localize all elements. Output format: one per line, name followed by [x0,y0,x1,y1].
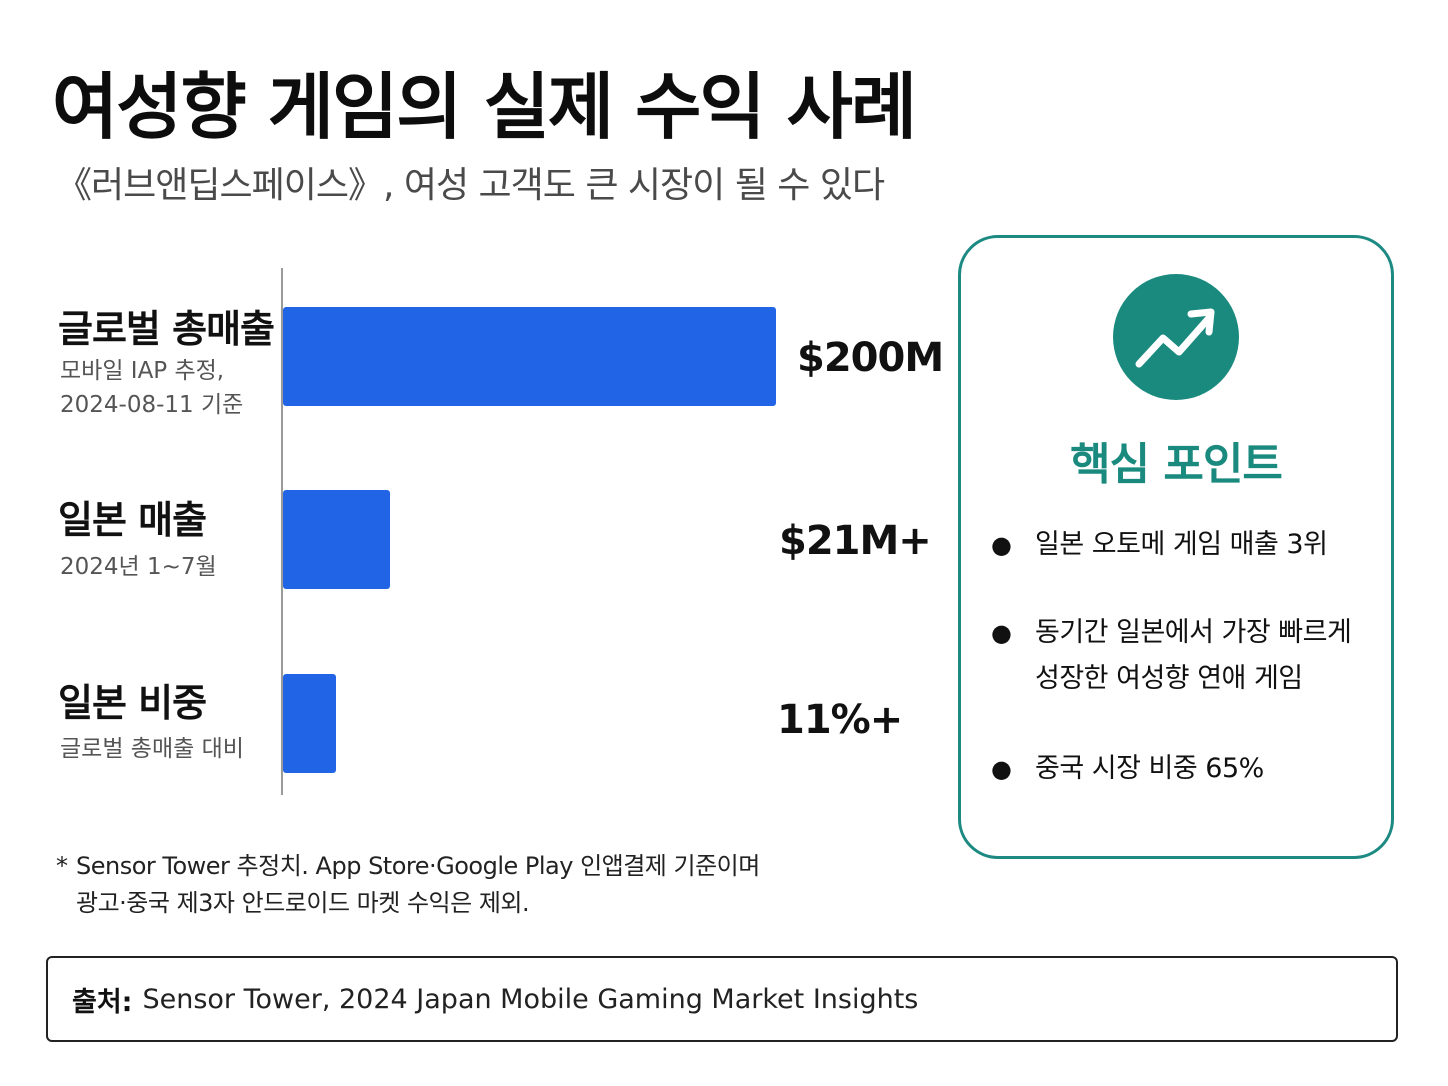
key-point-3: ● 중국 시장 비중 65% [991,746,1381,792]
bullet-icon: ● [991,755,1012,783]
page-subtitle: 《러브앤딥스페이스》, 여성 고객도 큰 시장이 될 수 있다 [56,165,885,206]
source-box: 출처: Sensor Tower, 2024 Japan Mobile Gami… [46,956,1398,1042]
category-label-global-revenue: 글로벌 총매출 [58,307,275,351]
value-label-japan-revenue: $21M+ [779,518,932,564]
key-point-2-text: 동기간 일본에서 가장 빠르게 성장한 여성향 연애 게임 [1035,617,1352,694]
key-point-2: ● 동기간 일본에서 가장 빠르게 성장한 여성향 연애 게임 [991,610,1381,702]
source-label: 출처: [72,986,133,1018]
category-label-japan-share: 일본 비중 [58,681,207,725]
category-label-japan-revenue: 일본 매출 [58,498,207,542]
key-points-card: 핵심 포인트 ● 일본 오토메 게임 매출 3위 ● 동기간 일본에서 가장 빠… [958,235,1394,859]
bullet-icon: ● [991,619,1012,647]
bar-japan-share [283,674,336,773]
bar-japan-revenue [283,490,390,589]
bar-global-revenue [283,307,776,406]
bullet-icon: ● [991,531,1012,559]
source-text: Sensor Tower, 2024 Japan Mobile Gaming M… [142,983,919,1015]
page-title: 여성향 게임의 실제 수익 사례 [52,65,917,149]
footnote-mark: * [56,852,68,880]
key-point-1: ● 일본 오토메 게임 매출 3위 [991,522,1381,568]
card-title: 핵심 포인트 [1070,439,1283,490]
value-label-japan-share: 11%+ [777,697,903,743]
category-note-global-revenue: 모바일 IAP 추정, 2024-08-11 기준 [60,358,244,418]
footnote-line-1: Sensor Tower 추정치. App Store·Google Play … [76,852,760,880]
category-note-japan-share: 글로벌 총매출 대비 [60,736,244,762]
value-label-global-revenue: $200M [797,335,944,381]
key-point-1-text: 일본 오토메 게임 매출 3위 [1035,529,1328,560]
key-point-3-text: 중국 시장 비중 65% [1035,753,1264,784]
category-note-japan-revenue: 2024년 1~7월 [60,554,217,580]
footnote: * Sensor Tower 추정치. App Store·Google Play… [56,848,760,922]
trending-up-icon [1113,274,1239,400]
footnote-line-2: 광고·중국 제3자 안드로이드 마켓 수익은 제외. [76,889,530,917]
